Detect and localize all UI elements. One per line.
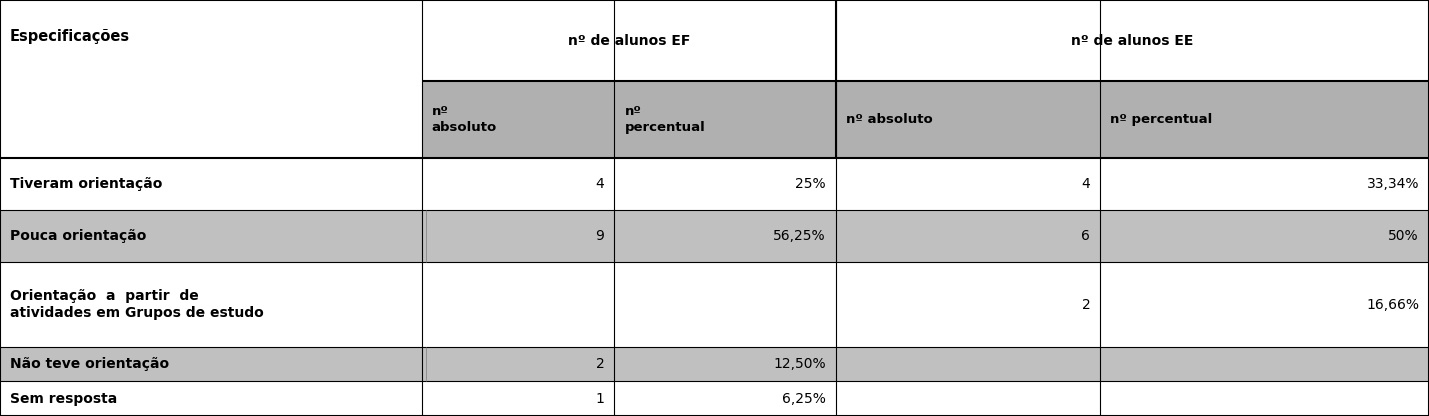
Text: Sem resposta: Sem resposta [10,392,117,406]
Text: Orientação  a  partir  de
atividades em Grupos de estudo: Orientação a partir de atividades em Gru… [10,290,264,320]
Text: 2: 2 [596,357,604,371]
Text: nº de alunos EE: nº de alunos EE [1072,34,1193,47]
Bar [1100,381,1429,416]
Bar [614,347,836,381]
Bar [0,262,422,347]
Bar [1100,158,1429,210]
Bar [0,210,422,262]
Text: 25%: 25% [796,177,826,191]
Bar [422,0,836,81]
Text: Pouca orientação: Pouca orientação [10,229,146,243]
Bar [836,210,1100,262]
Bar [836,381,1100,416]
Bar [0,158,422,210]
Text: Especificações: Especificações [10,29,130,44]
Text: 6,25%: 6,25% [782,392,826,406]
Bar [422,262,614,347]
Bar [422,158,614,210]
Bar [614,381,836,416]
Bar [614,158,836,210]
Bar [836,0,1429,81]
Text: nº percentual: nº percentual [1110,113,1213,126]
Bar [1100,262,1429,347]
Text: nº
absoluto: nº absoluto [432,105,497,134]
Bar [422,81,614,158]
Bar [1100,347,1429,381]
Text: Tiveram orientação: Tiveram orientação [10,177,163,191]
Text: 2: 2 [1082,298,1090,312]
Bar [1100,81,1429,158]
Bar [614,262,836,347]
Text: nº de alunos EF: nº de alunos EF [567,34,690,47]
Bar [0,0,422,158]
Bar [614,81,836,158]
Bar [836,158,1100,210]
Text: Não teve orientação: Não teve orientação [10,357,169,371]
Text: nº
percentual: nº percentual [624,105,706,134]
Text: 33,34%: 33,34% [1366,177,1419,191]
Text: 12,50%: 12,50% [773,357,826,371]
Text: 16,66%: 16,66% [1366,298,1419,312]
Text: 6: 6 [1082,229,1090,243]
Bar [836,262,1100,347]
Text: 4: 4 [596,177,604,191]
Bar [422,381,614,416]
Text: nº absoluto: nº absoluto [846,113,933,126]
Bar [836,347,1100,381]
Text: 50%: 50% [1389,229,1419,243]
Text: 4: 4 [1082,177,1090,191]
Text: 9: 9 [596,229,604,243]
Bar [1100,210,1429,262]
Text: 1: 1 [596,392,604,406]
Bar [0,347,422,381]
Bar [422,210,614,262]
Bar [836,81,1100,158]
Text: 56,25%: 56,25% [773,229,826,243]
Bar [0,381,422,416]
Bar [614,210,836,262]
Bar [422,347,614,381]
